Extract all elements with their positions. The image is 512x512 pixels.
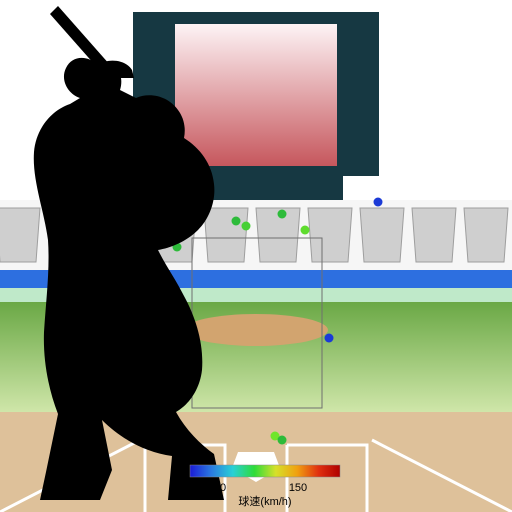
legend-title: 球速(km/h) (238, 494, 291, 508)
legend-tick: 150 (289, 482, 307, 494)
pitch-location-chart: 100 150球速(km/h) (0, 0, 512, 512)
pitch-marker (325, 334, 334, 343)
legend-tick: 100 (208, 482, 226, 494)
scoreboard-screen (175, 24, 337, 166)
pitch-marker (278, 210, 287, 219)
pitch-marker (374, 198, 383, 207)
pitch-marker (278, 436, 287, 445)
pitchers-mound (184, 314, 328, 346)
pitch-marker (301, 226, 310, 235)
pitch-marker (232, 217, 241, 226)
pitch-marker (242, 222, 251, 231)
